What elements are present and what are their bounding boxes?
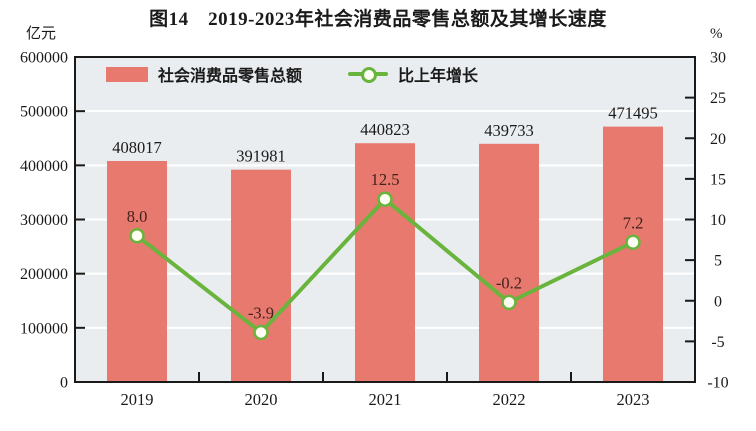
right-axis-unit-label: %	[710, 26, 723, 42]
left-axis-tick-label: 200000	[20, 266, 68, 283]
left-axis-tick-label: 100000	[20, 320, 68, 337]
right-axis-tick-label: 10	[710, 212, 726, 229]
left-axis-tick-label: 0	[60, 375, 68, 392]
line-series-marker-icon	[348, 66, 389, 83]
bar-value-label: 440823	[360, 120, 410, 139]
growth-value-label: -0.2	[496, 273, 522, 292]
bar-series-swatch-icon	[106, 66, 148, 82]
chart-title: 图14 2019-2023年社会消费品零售总额及其增长速度	[149, 9, 607, 30]
right-axis-tick-label: 30	[710, 50, 726, 67]
left-axis-tick-label: 500000	[20, 104, 68, 121]
right-axis-tick-label: 25	[710, 90, 726, 107]
marker-2023	[625, 234, 641, 250]
bar-2020	[231, 169, 291, 381]
legend-label-growth: 比上年增长	[398, 68, 479, 85]
bar-2021	[355, 143, 415, 381]
bar-2019	[107, 160, 167, 381]
bar-value-label: 439733	[484, 121, 534, 140]
bar-2022	[479, 143, 539, 381]
legend-item-growth: 比上年增长	[348, 62, 478, 86]
left-axis-tick-label: 400000	[20, 158, 68, 175]
bar-value-label: 408017	[112, 138, 162, 157]
x-category-label: 2020	[245, 390, 278, 409]
left-axis-tick-label: 300000	[20, 212, 68, 229]
growth-value-label: 7.2	[623, 213, 644, 232]
x-category-label: 2019	[121, 390, 154, 409]
growth-value-label: 12.5	[371, 170, 400, 189]
x-category-label: 2022	[493, 390, 526, 409]
right-axis-tick-label: -5	[711, 334, 724, 351]
marker-2019	[129, 228, 145, 244]
left-axis-unit-label: 亿元	[26, 26, 57, 42]
x-category-label: 2021	[369, 390, 402, 409]
right-axis-tick-label: -10	[707, 375, 728, 392]
marker-2021	[377, 191, 393, 207]
left-axis-tick-label: 600000	[20, 50, 68, 67]
legend-item-retail-total: 社会消费品零售总额	[106, 62, 302, 86]
growth-value-label: 8.0	[127, 207, 148, 226]
bar-value-label: 391981	[236, 147, 286, 166]
right-axis-tick-label: 15	[710, 171, 726, 188]
x-category-label: 2023	[617, 390, 650, 409]
legend: 社会消费品零售总额 比上年增长	[106, 62, 478, 86]
right-axis-tick-label: 0	[714, 293, 722, 310]
legend-label-retail-total: 社会消费品零售总额	[158, 68, 303, 85]
plot-frame	[74, 56, 696, 383]
right-axis-tick-label: 20	[710, 131, 726, 148]
marker-2022	[501, 294, 517, 311]
marker-2020	[253, 324, 269, 341]
bar-value-label: 471495	[608, 104, 658, 123]
growth-value-label: -3.9	[248, 303, 274, 322]
right-axis-tick-label: 5	[714, 253, 722, 270]
